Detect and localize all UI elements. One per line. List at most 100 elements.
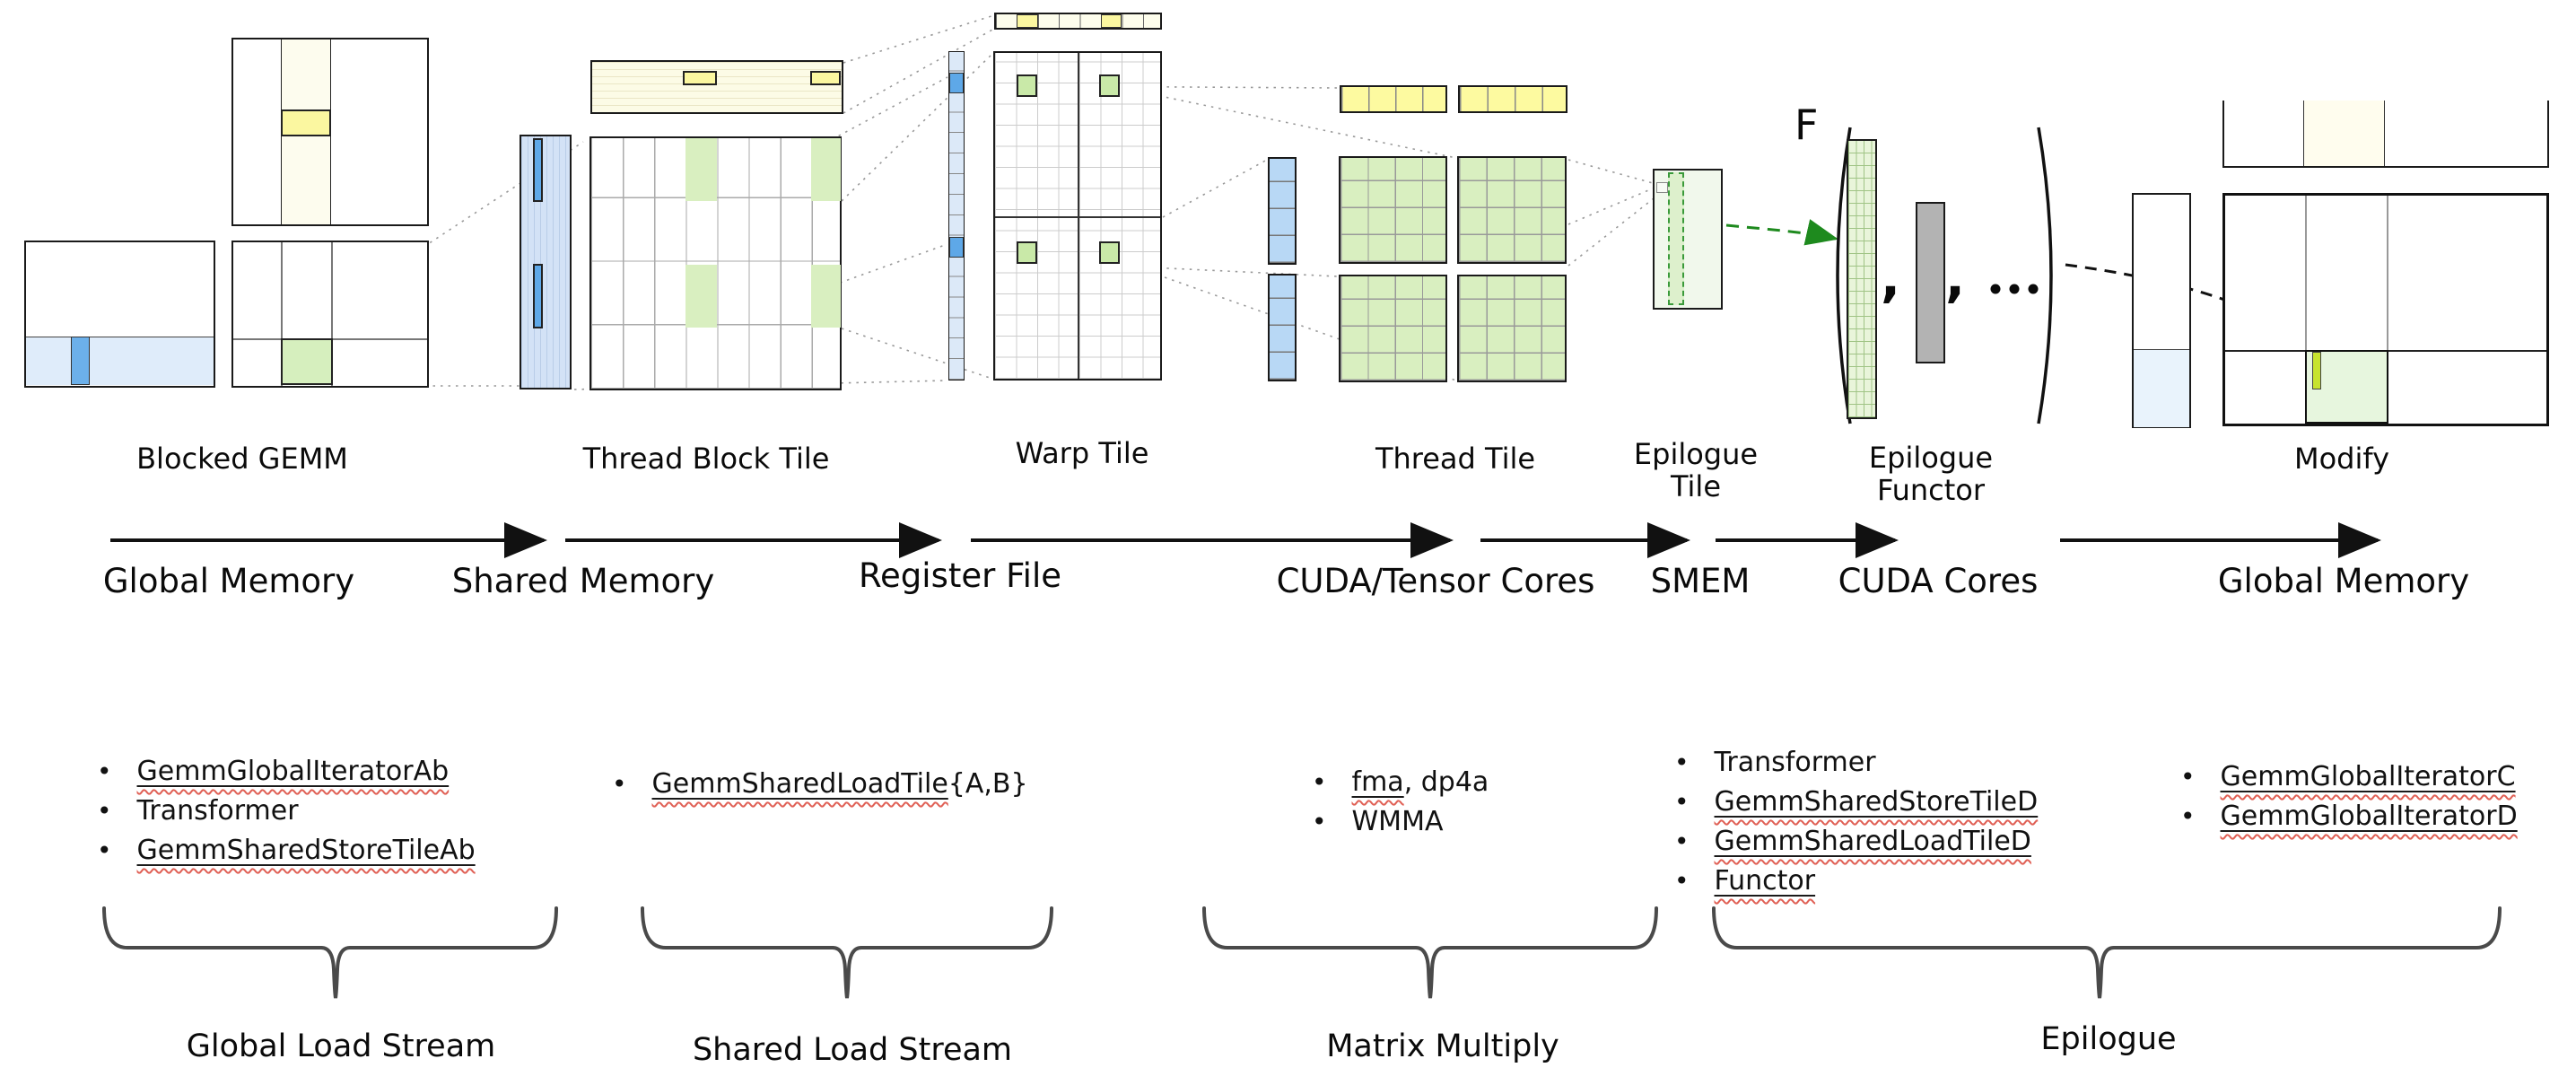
list-item-text: Functor: [1714, 865, 1816, 897]
list-item-text: GemmSharedStoreTileD: [1714, 786, 2039, 818]
thread-accumulator-grid: [1457, 156, 1567, 264]
brace-matrix-multiply: [1202, 906, 1658, 999]
list-item: • GemmGlobalIteratorC: [2180, 761, 2518, 801]
smem-a-tile: [520, 135, 572, 389]
epilogue-tile-fragment: [1656, 182, 1668, 193]
functor-symbol: F: [1794, 101, 1819, 149]
functor-comma: ,: [1881, 248, 1901, 309]
memory-label-smem: SMEM: [1650, 562, 1751, 600]
functor-accumulator-strip: [1847, 139, 1877, 419]
thread-a-fragment: [1268, 157, 1297, 265]
matrix-b-global: [231, 38, 429, 226]
matrix-a-global: [24, 241, 215, 388]
brace-global-load-stream: [102, 906, 558, 999]
bullet-icon: •: [2180, 762, 2196, 792]
list-item-text: GemmSharedStoreTileAb: [136, 835, 476, 866]
list-item: • Transformer: [1674, 747, 2038, 786]
stream-label-matrix-multiply: Matrix Multiply: [1326, 1028, 1559, 1064]
functor-comma: ,: [1945, 248, 1966, 309]
matrix-b-highlight-cell: [281, 109, 331, 136]
list-item-text: Transformer: [1714, 747, 1876, 778]
bullet-icon: •: [1674, 827, 1690, 856]
list-item-text: GemmGlobalIteratorC: [2220, 761, 2516, 792]
warp-region-cell: [811, 138, 841, 201]
matrix-d-modify: [2222, 193, 2549, 426]
thread-region-cell: [1017, 74, 1037, 97]
grid-line: [281, 242, 283, 386]
smem-b-fragment: [683, 71, 717, 85]
bullet-icon: •: [1312, 807, 1327, 836]
matrix-c-partial-row: [2134, 349, 2189, 427]
list-item: • fma, dp4a: [1312, 766, 1489, 806]
warp-b-strip: [994, 13, 1162, 30]
warp-a-highlight: [949, 72, 964, 93]
warp-tile-grid: [993, 51, 1162, 381]
stream-label-epilogue: Epilogue: [2040, 1021, 2177, 1057]
thread-region-cell: [1017, 241, 1037, 264]
matrix-a-active-row: [26, 337, 214, 385]
bullet-icon: •: [97, 796, 112, 826]
matrix-b-modify: [2222, 101, 2549, 168]
component-list-global-load: • GemmGlobalIteratorAb • Transformer • G…: [97, 756, 476, 874]
memory-label-cuda-tensor-cores: CUDA/Tensor Cores: [1276, 562, 1595, 600]
right-paren: [2037, 127, 2053, 424]
stream-label-global-load: Global Load Stream: [186, 1028, 496, 1064]
list-item-text: WMMA: [1351, 806, 1444, 837]
memory-label-shared-memory: Shared Memory: [451, 562, 715, 600]
bullet-icon: •: [1674, 787, 1690, 817]
smem-a-fragment: [533, 138, 543, 202]
stream-label-shared-load: Shared Load Stream: [692, 1032, 1013, 1068]
stage-label-thread-tile: Thread Tile: [1375, 442, 1536, 476]
list-item-text: GemmSharedLoadTileD: [1714, 826, 2031, 857]
component-list-matrix-multiply: • fma, dp4a • WMMA: [1312, 766, 1489, 845]
list-item-text: GemmGlobalIteratorD: [2220, 801, 2518, 832]
modify-target-cell: [2305, 350, 2388, 424]
thread-accumulator-grid: [1339, 275, 1447, 382]
bullet-icon: •: [2180, 801, 2196, 831]
warp-a-highlight: [949, 237, 964, 258]
stage-label-epilogue-tile: Epilogue Tile: [1634, 438, 1758, 503]
thread-b-fragment: [1458, 85, 1567, 113]
list-item: • Functor: [1674, 865, 2038, 905]
list-item-text: GemmGlobalIteratorAb: [136, 756, 450, 787]
memory-label-cuda-cores: CUDA Cores: [1838, 562, 2039, 600]
stage-label-blocked-gemm: Blocked GEMM: [136, 442, 348, 476]
bullet-icon: •: [97, 757, 112, 786]
thread-a-fragment: [1268, 274, 1297, 381]
stage-label-warp-tile: Warp Tile: [1015, 436, 1149, 470]
stage-label-line: Epilogue: [1868, 441, 1994, 475]
list-item: • GemmSharedStoreTileAb: [97, 835, 476, 874]
stage-label-line: Tile: [1670, 469, 1722, 503]
bullet-icon: •: [612, 769, 627, 799]
bullet-icon: •: [1674, 748, 1690, 777]
grid-line: [331, 242, 333, 386]
grid-line: [2305, 196, 2307, 424]
warp-grid-divider: [1078, 53, 1079, 379]
list-item: • GemmSharedLoadTile{A,B}: [612, 768, 1028, 808]
list-item: • WMMA: [1312, 806, 1489, 845]
thread-block-grid: [589, 136, 842, 390]
stream-braces: [102, 906, 2502, 999]
epilogue-tile: [1653, 169, 1723, 310]
memory-label-global-memory: Global Memory: [102, 562, 355, 600]
bullet-icon: •: [1312, 767, 1327, 797]
matrix-c-highlight-cell: [281, 338, 333, 385]
list-item: • GemmSharedStoreTileD: [1674, 786, 2038, 826]
smem-b-fragment: [810, 71, 841, 85]
thread-accumulator-grid: [1339, 156, 1447, 264]
warp-region-cell: [811, 265, 841, 328]
thread-region-cell: [1099, 74, 1120, 97]
matrix-b-modify-column: [2303, 101, 2385, 166]
list-item-text: GemmSharedLoadTile{A,B}: [651, 768, 1028, 800]
grid-line: [2387, 196, 2388, 424]
stage-label-line: Epilogue: [1633, 437, 1759, 471]
warp-region-cell: [685, 265, 717, 328]
functor-source-bar: [1916, 202, 1945, 363]
warp-b-highlight: [1101, 14, 1122, 28]
component-list-global-store: • GemmGlobalIteratorC • GemmGlobalIterat…: [2180, 761, 2518, 840]
warp-a-strip: [948, 51, 965, 381]
list-item: • GemmGlobalIteratorD: [2180, 801, 2518, 840]
stage-label-epilogue-functor: Epilogue Functor: [1869, 442, 1993, 506]
warp-grid-divider: [995, 216, 1160, 218]
